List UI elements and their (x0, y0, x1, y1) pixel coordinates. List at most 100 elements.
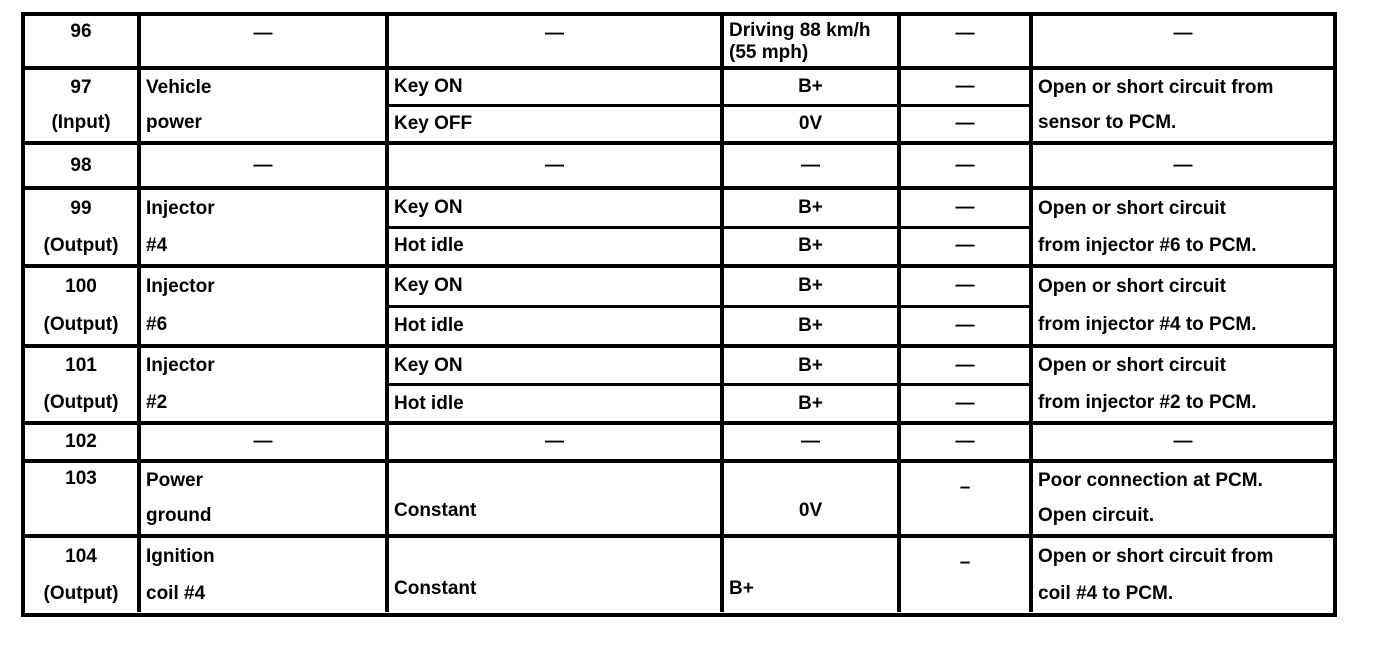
condition-subcell: Key OFF (389, 104, 720, 141)
spec-dash: — (955, 431, 975, 453)
condition-cell: Constant (389, 463, 724, 534)
pin-number: 98 (70, 154, 92, 176)
table-row-pin-101: 101 (Output) Injector #2 Key ON Hot idle… (25, 348, 1333, 425)
spec-subcell: — (901, 190, 1029, 226)
diagnosis-line: Open or short circuit (1038, 355, 1226, 377)
diagnosis-cell: Poor connection at PCM. Open circuit. (1033, 463, 1333, 534)
diagnosis-cell: — (1033, 425, 1333, 459)
spec-dash: — (955, 314, 975, 336)
signal-line: #6 (146, 314, 168, 336)
voltage-cell: Driving 88 km/h (55 mph) (724, 16, 901, 66)
table-row-pin-103: 103 Power ground Constant 0V – Poor conn… (25, 463, 1333, 538)
signal-cell: Vehicle power (141, 70, 389, 141)
condition-subcell: Hot idle (389, 225, 720, 265)
condition-text: Constant (394, 500, 477, 522)
diagnosis-dash: — (1173, 431, 1193, 453)
diagnosis-line: Open or short circuit (1038, 197, 1226, 219)
voltage-subcell: B+ (724, 190, 897, 226)
spec-subcell: — (901, 104, 1029, 141)
table-row-pin-104: 104 (Output) Ignition coil #4 Constant B… (25, 538, 1333, 612)
pcm-terminal-voltage-table: 96 — — Driving 88 km/h (55 mph) — — 97 (… (21, 12, 1337, 617)
pin-number: 100 (65, 276, 97, 298)
pin-type: (Output) (43, 234, 119, 256)
signal-cell: Ignition coil #4 (141, 538, 389, 612)
table-row-pin-97: 97 (Input) Vehicle power Key ON Key OFF … (25, 70, 1333, 145)
signal-line: Injector (146, 197, 215, 219)
voltage-cell: — (724, 425, 901, 459)
voltage-cell: — (724, 145, 901, 186)
diagnosis-cell: Open or short circuit from injector #2 t… (1033, 348, 1333, 421)
pin-number: 104 (65, 545, 97, 567)
pin-number: 96 (70, 21, 92, 42)
diagnosis-line: Open or short circuit from (1038, 545, 1274, 567)
diagnosis-line: Open or short circuit (1038, 276, 1226, 298)
signal-line: Power (146, 469, 204, 491)
spec-subcell: — (901, 348, 1029, 383)
condition-cell: — (389, 16, 724, 66)
signal-dash: — (253, 23, 273, 44)
diagnosis-line: Poor connection at PCM. (1038, 469, 1263, 491)
pin-number: 103 (65, 468, 97, 489)
condition-text: Hot idle (394, 392, 464, 414)
diagnosis-line: coil #4 to PCM. (1038, 582, 1174, 604)
diagnosis-line: from injector #6 to PCM. (1038, 234, 1257, 256)
signal-cell: Injector #2 (141, 348, 389, 421)
pin-number: 99 (70, 197, 92, 219)
voltage-subcell: B+ (724, 348, 897, 383)
table-row-pin-98: 98 — — — — — (25, 145, 1333, 190)
voltage-dash: — (801, 431, 820, 453)
condition-cell: — (389, 145, 724, 186)
spec-dash: — (955, 154, 975, 176)
condition-subcell: Key ON (389, 268, 720, 305)
voltage-text: 0V (798, 500, 823, 522)
condition-dash: — (545, 154, 564, 176)
pin-type: (Output) (43, 582, 119, 604)
pin-cell: 101 (Output) (25, 348, 141, 421)
signal-line: #4 (146, 234, 168, 256)
spec-cell: — — (901, 70, 1033, 141)
condition-subcell: Hot idle (389, 383, 720, 421)
condition-text: Key ON (394, 275, 463, 297)
pin-type: (Input) (51, 112, 111, 134)
diagnosis-cell: Open or short circuit from injector #4 t… (1033, 268, 1333, 344)
condition-text: Key OFF (394, 113, 473, 135)
signal-dash: — (253, 431, 273, 453)
spec-cell: — — (901, 348, 1033, 421)
pin-cell: 102 (25, 425, 141, 459)
voltage-text: B+ (798, 76, 823, 98)
condition-text: Key ON (394, 76, 463, 98)
voltage-subcell: B+ (724, 70, 897, 104)
diagnosis-cell: — (1033, 16, 1333, 66)
diagnosis-cell: Open or short circuit from sensor to PCM… (1033, 70, 1333, 141)
spec-cell: – (901, 538, 1033, 612)
signal-cell: Power ground (141, 463, 389, 534)
spec-cell: — — (901, 190, 1033, 264)
condition-text: Key ON (394, 196, 463, 218)
spec-subcell: — (901, 383, 1029, 421)
signal-line: coil #4 (146, 582, 206, 604)
pin-number: 97 (70, 76, 92, 98)
voltage-subcell: B+ (724, 383, 897, 421)
pin-number: 102 (65, 431, 97, 453)
voltage-text: B+ (798, 354, 823, 376)
voltage-text: B+ (798, 275, 823, 297)
spec-dash: — (955, 196, 975, 218)
voltage-subcell: 0V (724, 104, 897, 141)
pin-cell: 100 (Output) (25, 268, 141, 344)
voltage-text: B+ (729, 578, 754, 600)
condition-cell: Key ON Key OFF (389, 70, 724, 141)
signal-cell: — (141, 16, 389, 66)
pin-cell: 104 (Output) (25, 538, 141, 612)
condition-dash: — (545, 23, 564, 44)
spec-subcell: — (901, 225, 1029, 265)
voltage-text: B+ (798, 196, 823, 218)
signal-cell: Injector #6 (141, 268, 389, 344)
voltage-text: B+ (798, 392, 823, 414)
spec-subcell: — (901, 304, 1029, 345)
condition-text: Hot idle (394, 235, 464, 257)
voltage-cell: B+ B+ (724, 268, 901, 344)
pin-cell: 99 (Output) (25, 190, 141, 264)
diagnosis-cell: Open or short circuit from coil #4 to PC… (1033, 538, 1333, 612)
spec-dash: — (955, 113, 975, 135)
signal-line: Injector (146, 355, 215, 377)
